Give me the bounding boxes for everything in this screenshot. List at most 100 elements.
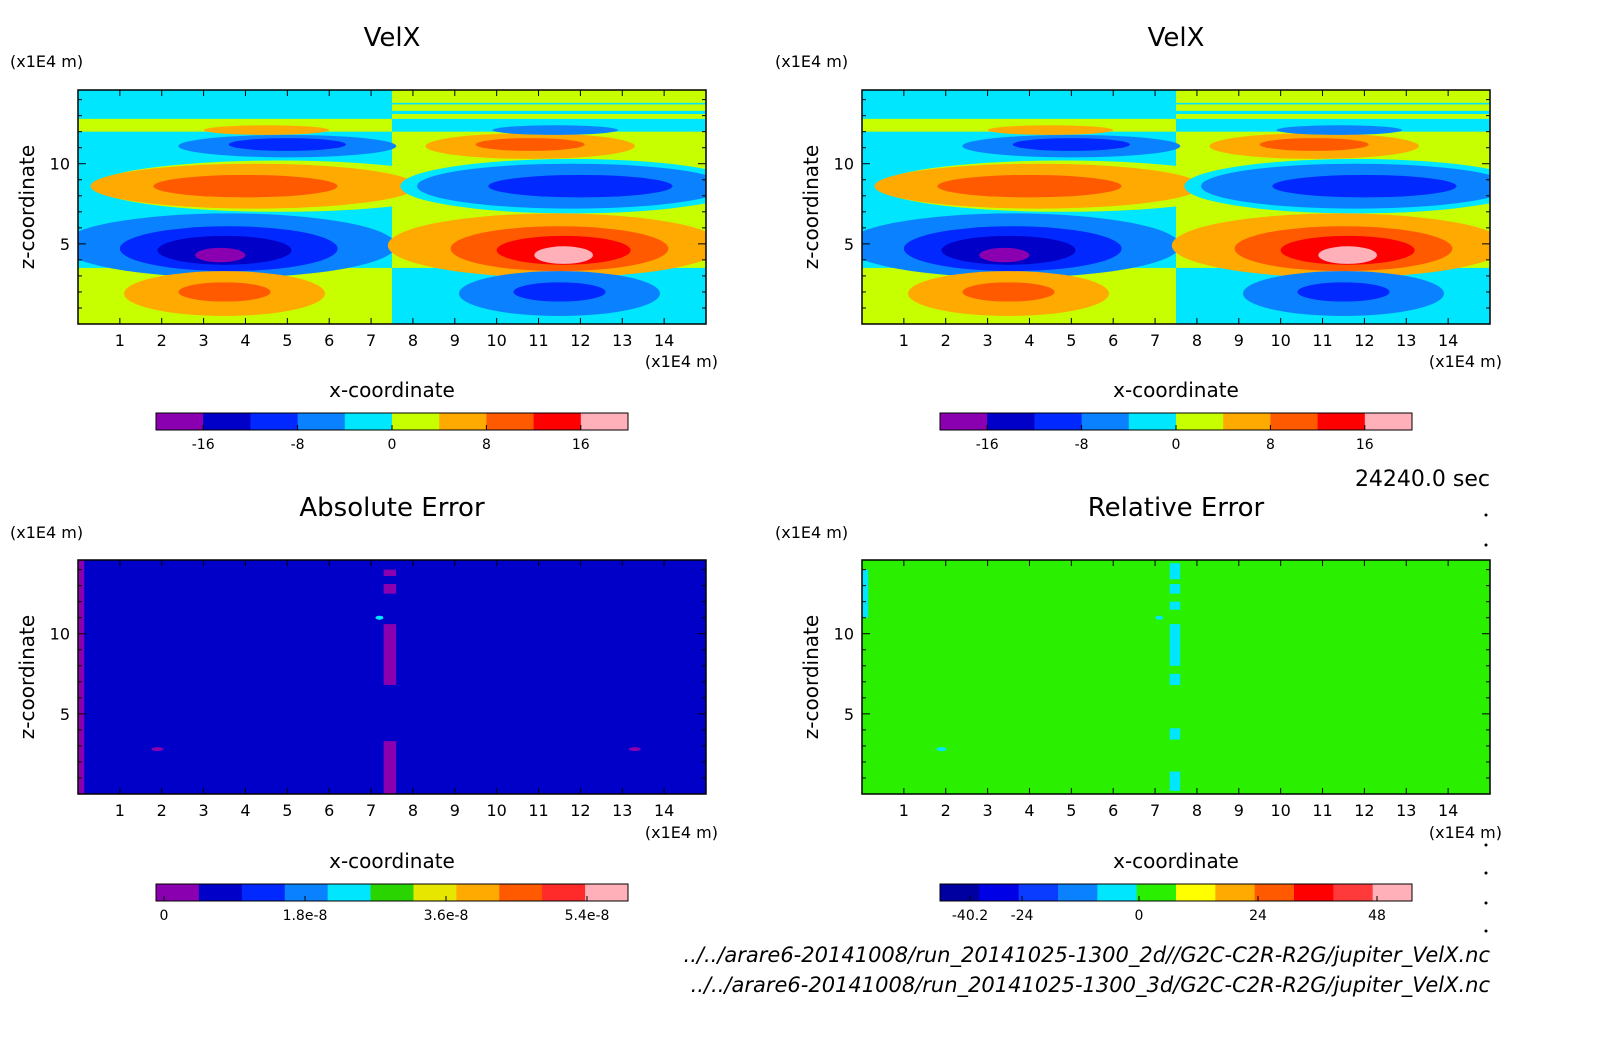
colorbar-swatch (392, 413, 440, 430)
x-tick-label: 4 (240, 801, 250, 820)
colorbar-tick-label: 16 (572, 437, 590, 453)
x-tick-label: 7 (1150, 331, 1160, 350)
x-tick-label: 13 (1396, 801, 1416, 820)
colorbar-swatch (1317, 413, 1366, 430)
colorbar-tick-label: 8 (1266, 437, 1275, 453)
colorbar-tick-label: 3.6e-8 (424, 908, 469, 924)
error-region (1169, 563, 1181, 580)
colorbar-swatch (241, 884, 286, 901)
y-axis-label: z-coordinate (15, 615, 39, 739)
contour-region (534, 246, 593, 264)
x-unit-label: (x1E4 m) (645, 823, 718, 842)
colorbar-swatch (156, 413, 204, 430)
colorbar-swatch (370, 884, 414, 901)
x-tick-label: 11 (528, 801, 548, 820)
x-tick-label: 9 (1234, 801, 1244, 820)
y-unit-label: (x1E4 m) (775, 52, 848, 71)
x-tick-label: 3 (199, 801, 209, 820)
panel-absolute-error: Absolute Error (x1E4 m) 1 2 3 4 5 6 7 8 9 10 11 12 1… (10, 493, 718, 924)
error-region (862, 569, 869, 618)
x-tick-label: 8 (1192, 331, 1202, 350)
colorbar-swatch (1097, 884, 1138, 901)
x-tick-label: 3 (199, 331, 209, 350)
contour-region (979, 247, 1030, 263)
velx-field (862, 90, 1490, 324)
colorbar-tick-label: -16 (192, 437, 215, 453)
x-tick-label: 13 (1396, 331, 1416, 350)
colorbar-swatch (1058, 884, 1098, 901)
x-tick-label: 3 (983, 801, 993, 820)
colorbar-swatch (1176, 884, 1216, 901)
rel-error-field (862, 560, 1490, 794)
time-label: 24240.0 sec (1355, 467, 1490, 492)
x-tick-label: 5 (1066, 331, 1076, 350)
error-region (1169, 601, 1181, 610)
colorbar-swatch (585, 884, 629, 901)
x-tick-label: 12 (570, 801, 590, 820)
x-axis-label: x-coordinate (329, 849, 455, 873)
error-region (383, 584, 397, 594)
colorbar-tick-label: -16 (976, 437, 999, 453)
colorbar-tick-label: 24 (1249, 908, 1267, 924)
x-tick-label: 5 (282, 801, 292, 820)
colorbar-swatch (327, 884, 372, 901)
x-tick-label: 12 (570, 331, 590, 350)
x-axis-label: x-coordinate (1113, 378, 1239, 402)
colorbar-swatch (1215, 884, 1256, 901)
colorbar-swatch (344, 413, 393, 430)
x-tick-label: 6 (324, 801, 334, 820)
colorbar: 0 1.8e-8 3.6e-8 5.4e-8 (155, 883, 629, 924)
contour-region (475, 138, 585, 151)
colorbar: -16 -8 0 8 16 (155, 412, 629, 453)
x-tick-label: 11 (528, 331, 548, 350)
x-tick-label: 6 (1108, 331, 1118, 350)
y-tick-label: 5 (844, 705, 854, 724)
contour-region (1272, 174, 1457, 198)
x-tick-label: 14 (1438, 331, 1458, 350)
contour-region (492, 125, 619, 135)
error-region (383, 624, 397, 686)
x-tick-label: 14 (654, 331, 674, 350)
colorbar-swatch (1372, 884, 1413, 901)
x-tick-label: 7 (1150, 801, 1160, 820)
x-tick-label: 8 (408, 801, 418, 820)
plot-frame (77, 559, 707, 795)
velx-field (78, 90, 706, 324)
colorbar-swatch (284, 884, 329, 901)
contour-region (1318, 246, 1377, 264)
contour-band (78, 110, 706, 115)
colorbar-swatch (1254, 884, 1295, 901)
x-tick-label: 1 (115, 331, 125, 350)
colorbar-swatch (1294, 884, 1334, 901)
x-tick-label: 4 (240, 331, 250, 350)
colorbar-swatch (250, 413, 299, 430)
colorbar-tick-label: 5.4e-8 (565, 908, 610, 924)
error-region (1169, 673, 1181, 686)
x-tick-label: 4 (1024, 331, 1034, 350)
contour-region (1297, 282, 1390, 302)
x-tick-label: 1 (115, 801, 125, 820)
contour-region (1012, 138, 1130, 151)
contour-region (513, 282, 606, 302)
x-axis-label: x-coordinate (1113, 849, 1239, 873)
x-tick-label: 10 (1270, 331, 1290, 350)
colorbar-swatch (439, 413, 487, 430)
plot-frame (77, 89, 707, 325)
colorbar-tick-label: -40.2 (952, 908, 988, 924)
colorbar-swatch (1223, 413, 1271, 430)
x-tick-label: 10 (486, 801, 506, 820)
x-axis-label: x-coordinate (329, 378, 455, 402)
error-region (383, 741, 397, 794)
x-tick-label: 13 (612, 801, 632, 820)
abs-error-field (78, 560, 706, 794)
colorbar-swatch (1128, 413, 1177, 430)
contour-band (862, 102, 1490, 105)
contour-region (195, 247, 246, 263)
x-tick-label: 12 (1354, 801, 1374, 820)
colorbar-tick-label: 0 (160, 908, 169, 924)
x-unit-label: (x1E4 m) (1429, 352, 1502, 371)
contour-band (78, 90, 392, 119)
